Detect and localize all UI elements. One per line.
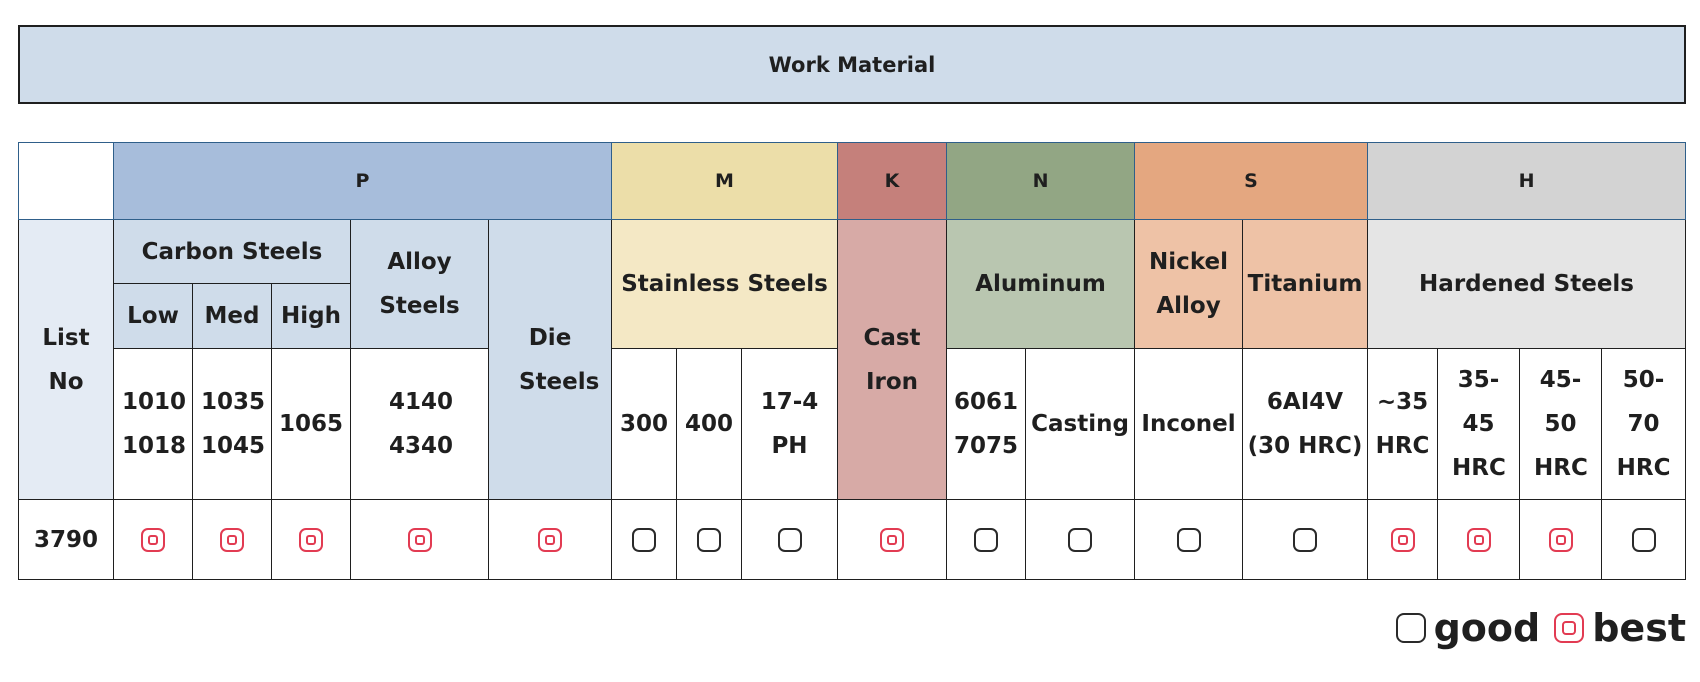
group-h: H xyxy=(1367,142,1687,220)
rating-cast-iron-icon xyxy=(880,528,905,552)
grade-ss-17-4: 17-4 PH xyxy=(741,348,839,500)
group-k: K xyxy=(837,142,948,220)
rating-ss-400-icon xyxy=(697,528,722,552)
grade-ss-300: 300 xyxy=(611,348,678,500)
grade-ss-400: 400 xyxy=(676,348,743,500)
legend-good-label: good xyxy=(1433,606,1541,650)
nickel-alloy-header: Nickel Alloy xyxy=(1134,219,1244,349)
table-row: 3790 xyxy=(18,499,1687,580)
alloy-steels-header: Alloy Steels xyxy=(350,219,489,349)
rating-die-icon xyxy=(538,528,562,552)
group-m: M xyxy=(611,142,839,220)
rating-alloy-icon xyxy=(407,528,432,552)
legend-best-label: best xyxy=(1592,606,1686,650)
hardened-steels-header: Hardened Steels xyxy=(1367,219,1687,349)
corner-cell xyxy=(18,142,114,220)
rating-h-45-50-icon xyxy=(1548,528,1573,552)
carbon-med-header: Med xyxy=(192,283,272,349)
titanium-header: Titanium xyxy=(1242,219,1369,349)
family-row: List No Carbon Steels Alloy Steels Die S… xyxy=(18,219,1687,500)
good-symbol-icon xyxy=(1395,613,1426,643)
list-no-header: List No xyxy=(18,219,114,500)
grade-inconel: Inconel xyxy=(1134,348,1244,500)
legend: good best xyxy=(1395,604,1686,652)
cast-iron-header: Cast Iron xyxy=(837,219,948,500)
grade-row: 1010 1018 1035 1045 1065 4140 4340 300 4… xyxy=(19,348,1687,500)
rating-ss-300-icon xyxy=(632,528,657,552)
grade-al-wrought: 6061 7075 xyxy=(946,348,1027,500)
work-material-table: P M K N S H List No Carbon Steels Alloy … xyxy=(18,142,1687,580)
grade-titanium: 6AI4V (30 HRC) xyxy=(1242,348,1369,500)
rating-al-wrought-icon xyxy=(974,528,999,552)
grade-low: 1010 1018 xyxy=(113,348,193,500)
rating-inconel-icon xyxy=(1176,528,1201,552)
rating-low-icon xyxy=(141,528,165,552)
grade-h-35: ~35 HRC xyxy=(1367,348,1439,500)
group-row: P M K N S H xyxy=(18,142,1687,220)
aluminum-header: Aluminum xyxy=(946,219,1136,349)
die-steels-header: Die Steels xyxy=(487,219,613,500)
stainless-steels-header: Stainless Steels xyxy=(611,219,839,349)
rating-high-icon xyxy=(299,528,323,552)
rating-med-icon xyxy=(220,528,244,552)
grade-h-45-50: 45-50 HRC xyxy=(1519,348,1603,500)
rating-al-casting-icon xyxy=(1068,528,1093,552)
grade-h-50-70: 50-70 HRC xyxy=(1601,348,1687,500)
grade-h-35-45: 35-45 HRC xyxy=(1437,348,1521,500)
group-n: N xyxy=(946,142,1136,220)
grade-al-casting: Casting xyxy=(1025,348,1136,500)
grade-alloy: 4140 4340 xyxy=(350,348,489,500)
carbon-steels-header: Carbon Steels xyxy=(113,219,351,284)
carbon-high-header: High xyxy=(271,283,351,349)
rating-ss-17-4-icon xyxy=(777,528,802,552)
group-p: P xyxy=(112,142,613,220)
carbon-sub-row: Low Med High xyxy=(19,283,1686,349)
group-s: S xyxy=(1134,142,1369,220)
best-symbol-icon xyxy=(1554,613,1585,643)
list-no-value: 3790 xyxy=(18,499,114,580)
rating-h-35-45-icon xyxy=(1466,528,1491,552)
carbon-low-header: Low xyxy=(113,283,193,349)
rating-h-50-70-icon xyxy=(1631,528,1656,552)
work-material-title: Work Material xyxy=(18,25,1686,104)
rating-titanium-icon xyxy=(1293,528,1318,552)
grade-med: 1035 1045 xyxy=(192,348,272,500)
rating-h-35-icon xyxy=(1390,528,1415,552)
grade-high: 1065 xyxy=(271,348,351,500)
